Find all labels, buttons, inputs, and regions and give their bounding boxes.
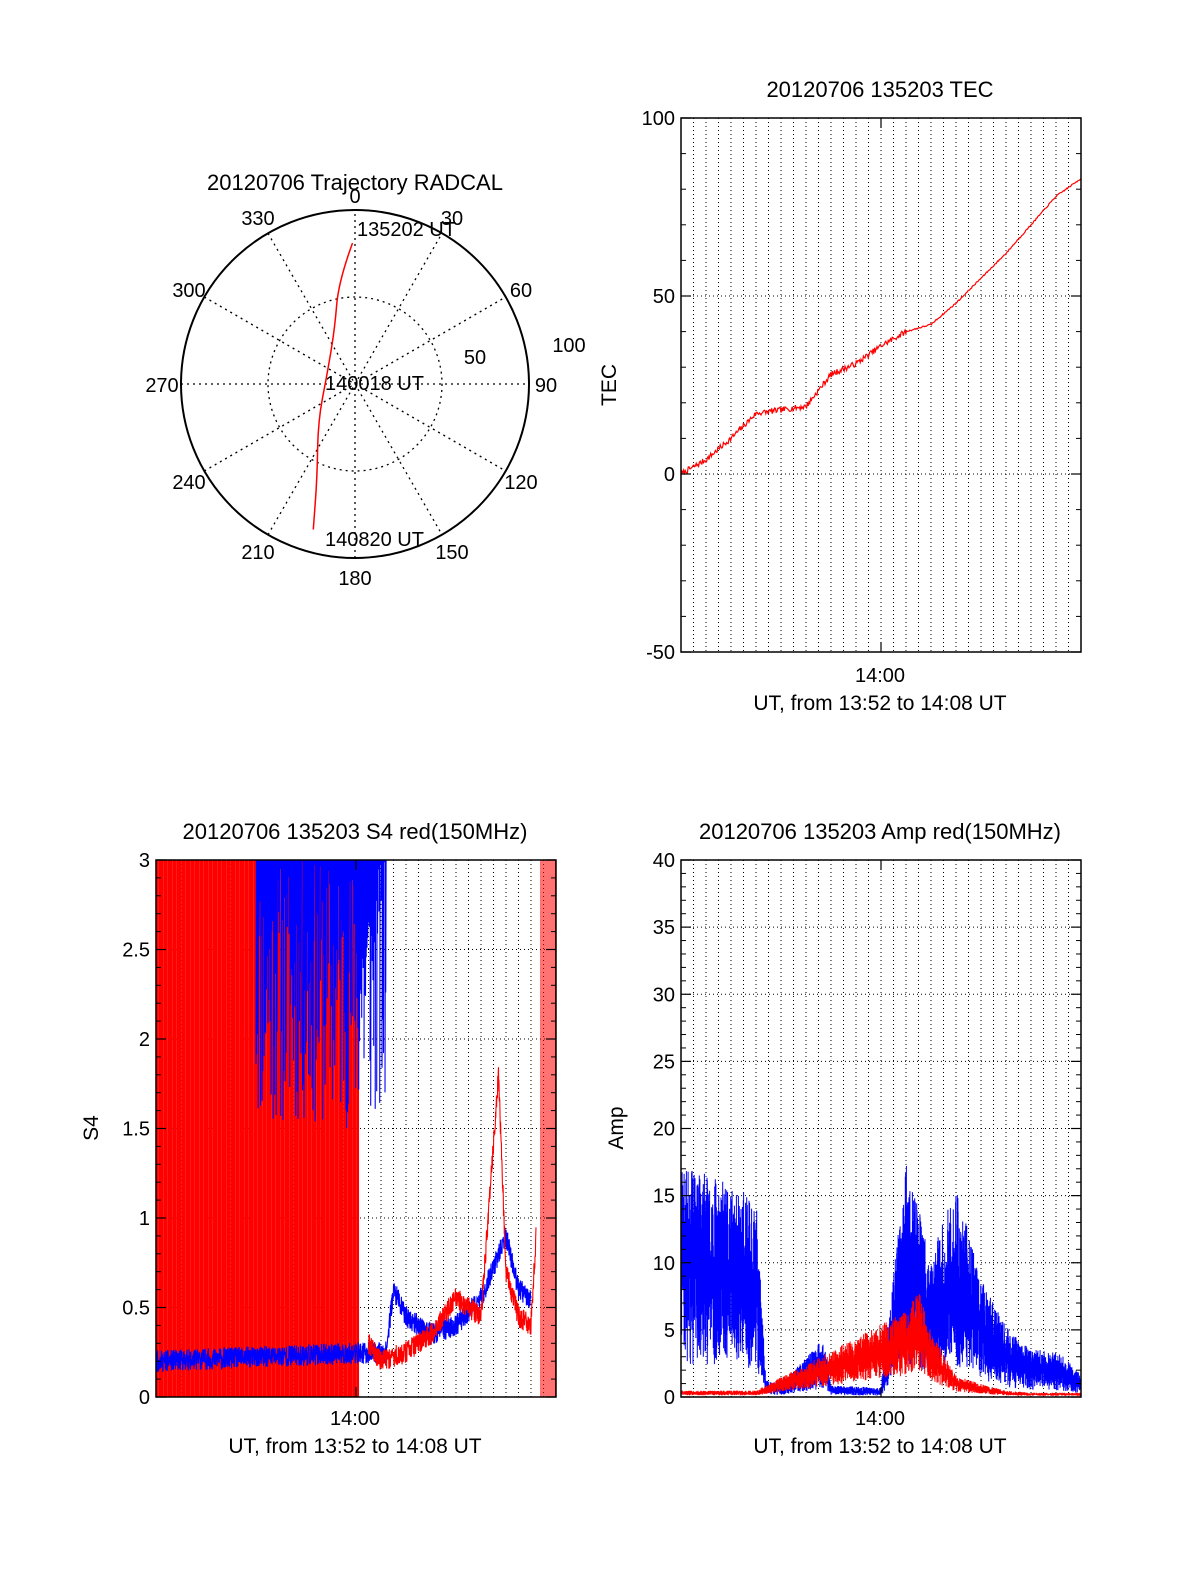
amp-tick-marks — [681, 859, 1081, 1398]
angle-label-120: 120 — [504, 472, 537, 494]
tec-y-tick-labels: -50 0 50 100 — [642, 108, 675, 664]
s4-series-line — [367, 1067, 537, 1370]
angle-label-90: 90 — [535, 375, 557, 397]
tec-series-line — [680, 178, 1082, 476]
angle-label-300: 300 — [172, 280, 205, 302]
polar-spoke-150 — [267, 232, 443, 536]
y-tick-label: 0 — [664, 1387, 675, 1409]
polar-angle-labels: 0 30 60 90 120 150 180 210 240 270 300 330 — [145, 186, 557, 590]
s4-x-axis-label: UT, from 13:52 to 14:08 UT — [228, 1435, 481, 1458]
y-tick-label: 35 — [653, 917, 675, 939]
radius-label-50: 50 — [464, 347, 486, 369]
y-tick-label: 0 — [139, 1387, 150, 1409]
angle-label-60: 60 — [510, 280, 532, 302]
polar-grid — [181, 210, 529, 558]
angle-label-150: 150 — [435, 542, 468, 564]
s4-blue-saturation — [255, 859, 387, 1129]
annotation-mid-time: 140018 UT — [325, 373, 424, 395]
s4-x-tick-label: 14:00 — [330, 1408, 380, 1430]
s4-tick-marks — [156, 859, 556, 1398]
angle-label-240: 240 — [172, 472, 205, 494]
trajectory-series-line — [312, 242, 354, 530]
tec-grid — [681, 118, 1081, 652]
s4-chart: 20120706 135203 S4 red(150MHz) 0 0.5 1 1.5 2… — [80, 819, 557, 1458]
amp-y-tick-labels: 0 5 10 15 20 25 30 35 40 — [653, 850, 675, 1409]
tec-series — [680, 178, 1082, 476]
tec-x-tick-label: 14:00 — [855, 665, 905, 687]
y-tick-label: 0 — [664, 464, 675, 486]
angle-label-30: 30 — [441, 208, 463, 230]
y-tick-label: 5 — [664, 1320, 675, 1342]
annotation-start-time: 135202 UT — [357, 219, 456, 241]
angle-label-330: 330 — [241, 208, 274, 230]
annotation-end-time: 140820 UT — [325, 529, 424, 551]
tec-chart: 20120706 135203 TEC -50 0 50 100 14:00 UT, … — [598, 77, 1082, 715]
tec-x-axis-label: UT, from 13:52 to 14:08 UT — [753, 692, 1006, 715]
y-tick-label: 20 — [653, 1119, 675, 1141]
angle-label-180: 180 — [338, 568, 371, 590]
polar-outer-circle — [180, 209, 530, 559]
angle-label-0: 0 — [349, 186, 360, 208]
amp-grid — [681, 860, 1081, 1397]
trajectory-polar-plot: 20120706 Trajectory RADCAL 0 30 60 90 120 150… — [145, 170, 585, 590]
tec-title: 20120706 135203 TEC — [766, 77, 993, 102]
y-tick-label: 2.5 — [122, 940, 150, 962]
y-tick-label: 1.5 — [122, 1119, 150, 1141]
y-tick-label: 1 — [139, 1208, 150, 1230]
tec-tick-marks — [681, 117, 1081, 653]
y-tick-label: 3 — [139, 850, 150, 872]
s4-y-axis-label: S4 — [80, 1115, 103, 1141]
trajectory-title: 20120706 Trajectory RADCAL — [207, 170, 503, 195]
amp-y-axis-label: Amp — [605, 1106, 628, 1149]
radius-label-100: 100 — [552, 335, 585, 357]
amp-x-axis-label: UT, from 13:52 to 14:08 UT — [753, 1435, 1006, 1458]
y-tick-label: 100 — [642, 108, 675, 130]
amp-title: 20120706 135203 Amp red(150MHz) — [699, 819, 1061, 844]
y-tick-label: 25 — [653, 1051, 675, 1073]
s4-title: 20120706 135203 S4 red(150MHz) — [183, 819, 528, 844]
s4-series — [155, 859, 556, 1397]
y-tick-label: -50 — [646, 642, 675, 664]
y-tick-label: 40 — [653, 850, 675, 872]
angle-label-270: 270 — [145, 375, 178, 397]
y-tick-label: 50 — [653, 286, 675, 308]
polar-inner-circle — [267, 296, 443, 472]
amp-chart: 20120706 135203 Amp red(150MHz) 0 5 10 15 20… — [605, 819, 1082, 1458]
y-tick-label: 2 — [139, 1029, 150, 1051]
y-tick-label: 0.5 — [122, 1298, 150, 1320]
y-tick-label: 30 — [653, 984, 675, 1006]
y-tick-label: 10 — [653, 1253, 675, 1275]
amp-x-tick-label: 14:00 — [855, 1408, 905, 1430]
angle-label-210: 210 — [241, 542, 274, 564]
tec-y-axis-label: TEC — [598, 364, 621, 406]
y-tick-label: 15 — [653, 1186, 675, 1208]
s4-y-tick-labels: 0 0.5 1 1.5 2 2.5 3 — [122, 850, 150, 1409]
